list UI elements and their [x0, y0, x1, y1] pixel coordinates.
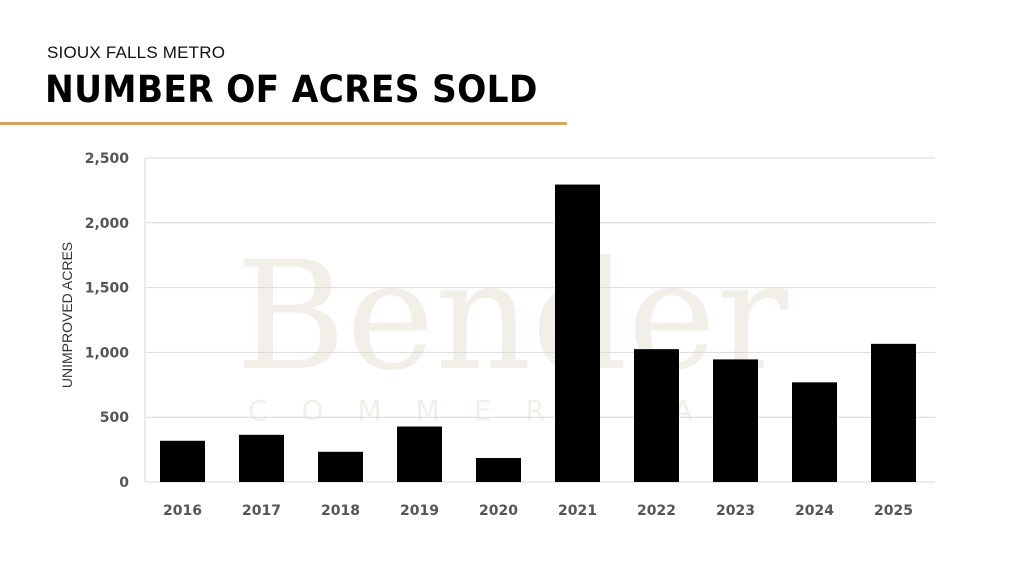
bar-2016: [160, 440, 205, 482]
y-tick-label: 500: [100, 410, 129, 426]
bar-2018: [318, 451, 363, 482]
watermark-commercial: COMMERCIAL: [248, 394, 776, 427]
bar-2025: [871, 343, 916, 482]
x-tick-label: 2024: [795, 503, 834, 519]
x-tick-label: 2016: [163, 503, 202, 519]
bar-2019: [397, 426, 442, 482]
y-axis-label: UNIMPROVED ACRES: [59, 242, 75, 388]
chart-subtitle: SIOUX FALLS METRO: [47, 43, 226, 62]
x-tick-label: 2021: [558, 503, 597, 519]
x-tick-label: 2017: [242, 503, 281, 519]
bar-2023: [713, 359, 758, 482]
bar-2021: [555, 184, 600, 482]
y-tick-label: 2,500: [85, 151, 130, 167]
title-underline: [0, 122, 567, 125]
y-tick-label: 1,500: [85, 281, 130, 297]
bar-2020: [476, 458, 521, 482]
x-tick-label: 2023: [716, 503, 755, 519]
x-tick-label: 2022: [637, 503, 676, 519]
bar-2024: [792, 382, 837, 482]
bar-2017: [239, 434, 284, 482]
chart-title: NUMBER OF ACRES SOLD: [45, 68, 538, 111]
y-tick-label: 1,000: [85, 345, 130, 361]
x-tick-label: 2025: [874, 503, 913, 519]
bar-2022: [634, 349, 679, 482]
watermark-logo: Bender COMMERCIAL: [236, 230, 788, 427]
x-tick-label: 2019: [400, 503, 439, 519]
x-tick-label: 2020: [479, 503, 518, 519]
y-tick-label: 0: [119, 475, 129, 491]
y-tick-label: 2,000: [85, 216, 130, 232]
watermark-bender: Bender: [236, 230, 788, 404]
x-tick-label: 2018: [321, 503, 360, 519]
